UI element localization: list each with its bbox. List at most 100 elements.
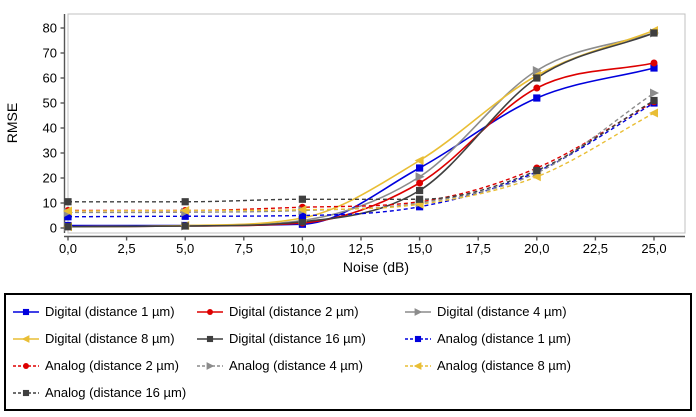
x-tick-label: 2,5: [118, 241, 136, 256]
square-marker-icon: [181, 198, 189, 206]
legend-label: Analog (distance 2 µm): [45, 358, 179, 373]
circle-marker-icon: [533, 84, 541, 92]
triangle-left-marker-icon: [21, 334, 30, 343]
triangle-right-marker-icon: [532, 66, 542, 75]
legend-label: Analog (distance 4 µm): [229, 358, 363, 373]
square-marker-icon: [298, 218, 306, 226]
x-tick-label: 17,5: [466, 241, 491, 256]
square-marker-icon: [298, 211, 306, 220]
y-tick-label: 10: [43, 196, 57, 211]
legend-item-10: Analog (distance 16 µm): [12, 379, 196, 406]
triangle-left-marker-icon: [180, 206, 190, 215]
legend-swatch-dashed-line-icon: [405, 361, 431, 370]
triangle-right-marker-icon: [414, 307, 423, 316]
legend-swatch-dashed-line-icon: [405, 335, 431, 342]
square-marker-icon: [181, 222, 189, 230]
circle-marker-icon: [23, 362, 29, 369]
y-tick-label: 70: [43, 46, 57, 61]
square-marker-icon: [416, 186, 424, 195]
legend-label: Analog (distance 16 µm): [45, 385, 187, 400]
x-axis-title: Noise (dB): [343, 259, 409, 275]
x-tick-label: 10,0: [290, 241, 315, 256]
legend-item-6: Analog (distance 1 µm): [404, 325, 571, 352]
legend-swatch-dashed-line-icon: [13, 389, 39, 396]
legend-item-5: Digital (distance 16 µm): [196, 325, 404, 352]
square-marker-icon: [416, 164, 424, 172]
circle-marker-icon: [416, 179, 424, 187]
triangle-left-marker-icon: [297, 205, 307, 215]
legend-item-3: Digital (distance 4 µm): [404, 298, 571, 325]
legend-item-2: Digital (distance 2 µm): [196, 298, 404, 325]
legend-item-4: Digital (distance 8 µm): [12, 325, 196, 352]
triangle-left-marker-icon: [413, 361, 422, 370]
x-tick-label: 12,5: [348, 241, 373, 256]
y-tick-label: 50: [43, 96, 57, 111]
square-marker-icon: [650, 64, 658, 72]
circle-marker-icon: [650, 59, 658, 67]
series-line: [67, 29, 655, 228]
square-marker-icon: [22, 308, 30, 315]
square-marker-icon: [416, 195, 424, 203]
series-line: [67, 102, 655, 218]
triangle-left-marker-icon: [414, 156, 424, 165]
legend-label: Digital (distance 8 µm): [45, 331, 175, 346]
y-axis-title: RMSE: [4, 103, 20, 143]
x-tick-label: 20,0: [524, 241, 549, 256]
square-marker-icon: [533, 94, 541, 102]
square-marker-icon: [414, 335, 422, 342]
legend-swatch-solid-line-icon: [13, 308, 39, 315]
square-marker-icon: [533, 166, 541, 175]
legend-swatch-solid-line-icon: [197, 335, 223, 342]
y-tick-label: 80: [43, 21, 57, 36]
x-tick-label: 25,0: [641, 241, 666, 256]
legend-label: Digital (distance 2 µm): [229, 304, 359, 319]
legend-item-9: Analog (distance 8 µm): [404, 352, 571, 379]
triangle-right-marker-icon: [206, 361, 215, 370]
square-marker-icon: [298, 195, 306, 203]
square-marker-icon: [650, 29, 658, 37]
triangle-left-marker-icon: [63, 206, 72, 216]
square-marker-icon: [64, 223, 72, 231]
legend-item-7: Analog (distance 2 µm): [12, 352, 196, 379]
series-line: [67, 32, 655, 228]
x-tick-label: 7,5: [235, 241, 253, 256]
series-line: [67, 112, 655, 212]
legend-swatch-dashed-line-icon: [197, 361, 223, 370]
x-tick-label: 15,0: [407, 241, 432, 256]
triangle-right-marker-icon: [650, 88, 659, 98]
legend-swatch-dashed-line-icon: [13, 362, 39, 369]
y-tick-label: 30: [43, 146, 57, 161]
plot-area: 0 10 20 30 40 50 60 70 80 0,0 2,5 5,0 7,5 10,0 12,5 15,…: [43, 13, 686, 256]
circle-marker-icon: [207, 308, 213, 315]
x-tick-label: 5,0: [176, 241, 194, 256]
legend-swatch-solid-line-icon: [197, 308, 223, 315]
plot-border: [67, 13, 686, 234]
legend-label: Digital (distance 1 µm): [45, 304, 175, 319]
legend-item-8: Analog (distance 4 µm): [196, 352, 404, 379]
triangle-left-marker-icon: [649, 108, 658, 118]
series-line: [67, 99, 655, 203]
triangle-right-marker-icon: [415, 172, 425, 182]
legend-label: Digital (distance 4 µm): [437, 304, 567, 319]
legend-label: Digital (distance 16 µm): [229, 331, 366, 346]
square-marker-icon: [181, 212, 189, 220]
x-tick-label: 22,5: [583, 241, 608, 256]
y-tick-label: 40: [43, 121, 57, 136]
square-marker-icon: [22, 389, 30, 396]
x-tick-label: 0,0: [59, 241, 77, 256]
chart-legend: Digital (distance 1 µm) Digital (distance…: [4, 293, 692, 411]
legend-item-1: Digital (distance 1 µm): [12, 298, 196, 325]
triangle-left-marker-icon: [531, 172, 541, 182]
legend-label: Analog (distance 1 µm): [437, 331, 571, 346]
square-marker-icon: [533, 74, 541, 82]
rmse-line-chart: 0 10 20 30 40 50 60 70 80 0,0 2,5 5,0 7,5 10,0 12,5 15,…: [4, 13, 686, 275]
y-tick-label: 0: [50, 221, 57, 236]
square-marker-icon: [206, 335, 214, 342]
legend-label: Analog (distance 8 µm): [437, 358, 571, 373]
legend-swatch-solid-line-icon: [405, 307, 431, 316]
y-tick-label: 60: [43, 71, 57, 86]
square-marker-icon: [64, 213, 72, 221]
legend-swatch-solid-line-icon: [13, 334, 39, 343]
y-tick-label: 20: [43, 171, 57, 186]
